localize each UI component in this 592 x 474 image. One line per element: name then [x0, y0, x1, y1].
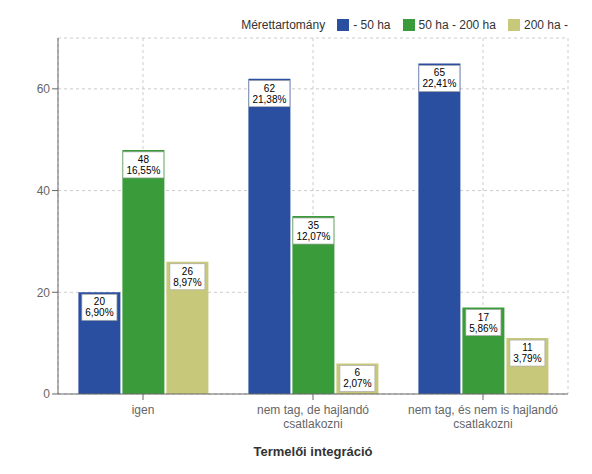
- svg-text:60: 60: [37, 82, 51, 96]
- html-text:50 ha - 200 ha: 50 ha - 200 ha: [418, 18, 496, 32]
- svg-text:206,90%: 206,90%: [85, 296, 113, 318]
- svg-text:6221,38%: 6221,38%: [252, 83, 286, 105]
- svg-text:Termelői integráció: Termelői integráció: [254, 444, 373, 459]
- svg-text:20: 20: [37, 286, 51, 300]
- svg-text:igen: igen: [132, 403, 155, 417]
- svg-text:62,07%: 62,07%: [343, 367, 371, 389]
- svg-text:4816,55%: 4816,55%: [126, 154, 160, 176]
- svg-text:nem tag, de hajlandócsatlakozn: nem tag, de hajlandócsatlakozni: [257, 403, 369, 431]
- svg-text:nem tag, és nem is hajlandócsa: nem tag, és nem is hajlandócsatlakozni: [408, 403, 558, 431]
- html-text:- 50 ha: - 50 ha: [353, 18, 391, 32]
- svg-text:0: 0: [43, 387, 50, 401]
- svg-text:6522,41%: 6522,41%: [422, 67, 456, 89]
- svg-text:175,86%: 175,86%: [469, 312, 497, 334]
- html-text:Mérettartomány: Mérettartomány: [241, 18, 326, 32]
- svg-text:268,97%: 268,97%: [173, 266, 201, 288]
- html-text:200 ha -: 200 ha -: [524, 18, 568, 32]
- svg-text:40: 40: [37, 184, 51, 198]
- svg-text:113,79%: 113,79%: [513, 342, 541, 364]
- svg-text:3512,07%: 3512,07%: [296, 220, 330, 242]
